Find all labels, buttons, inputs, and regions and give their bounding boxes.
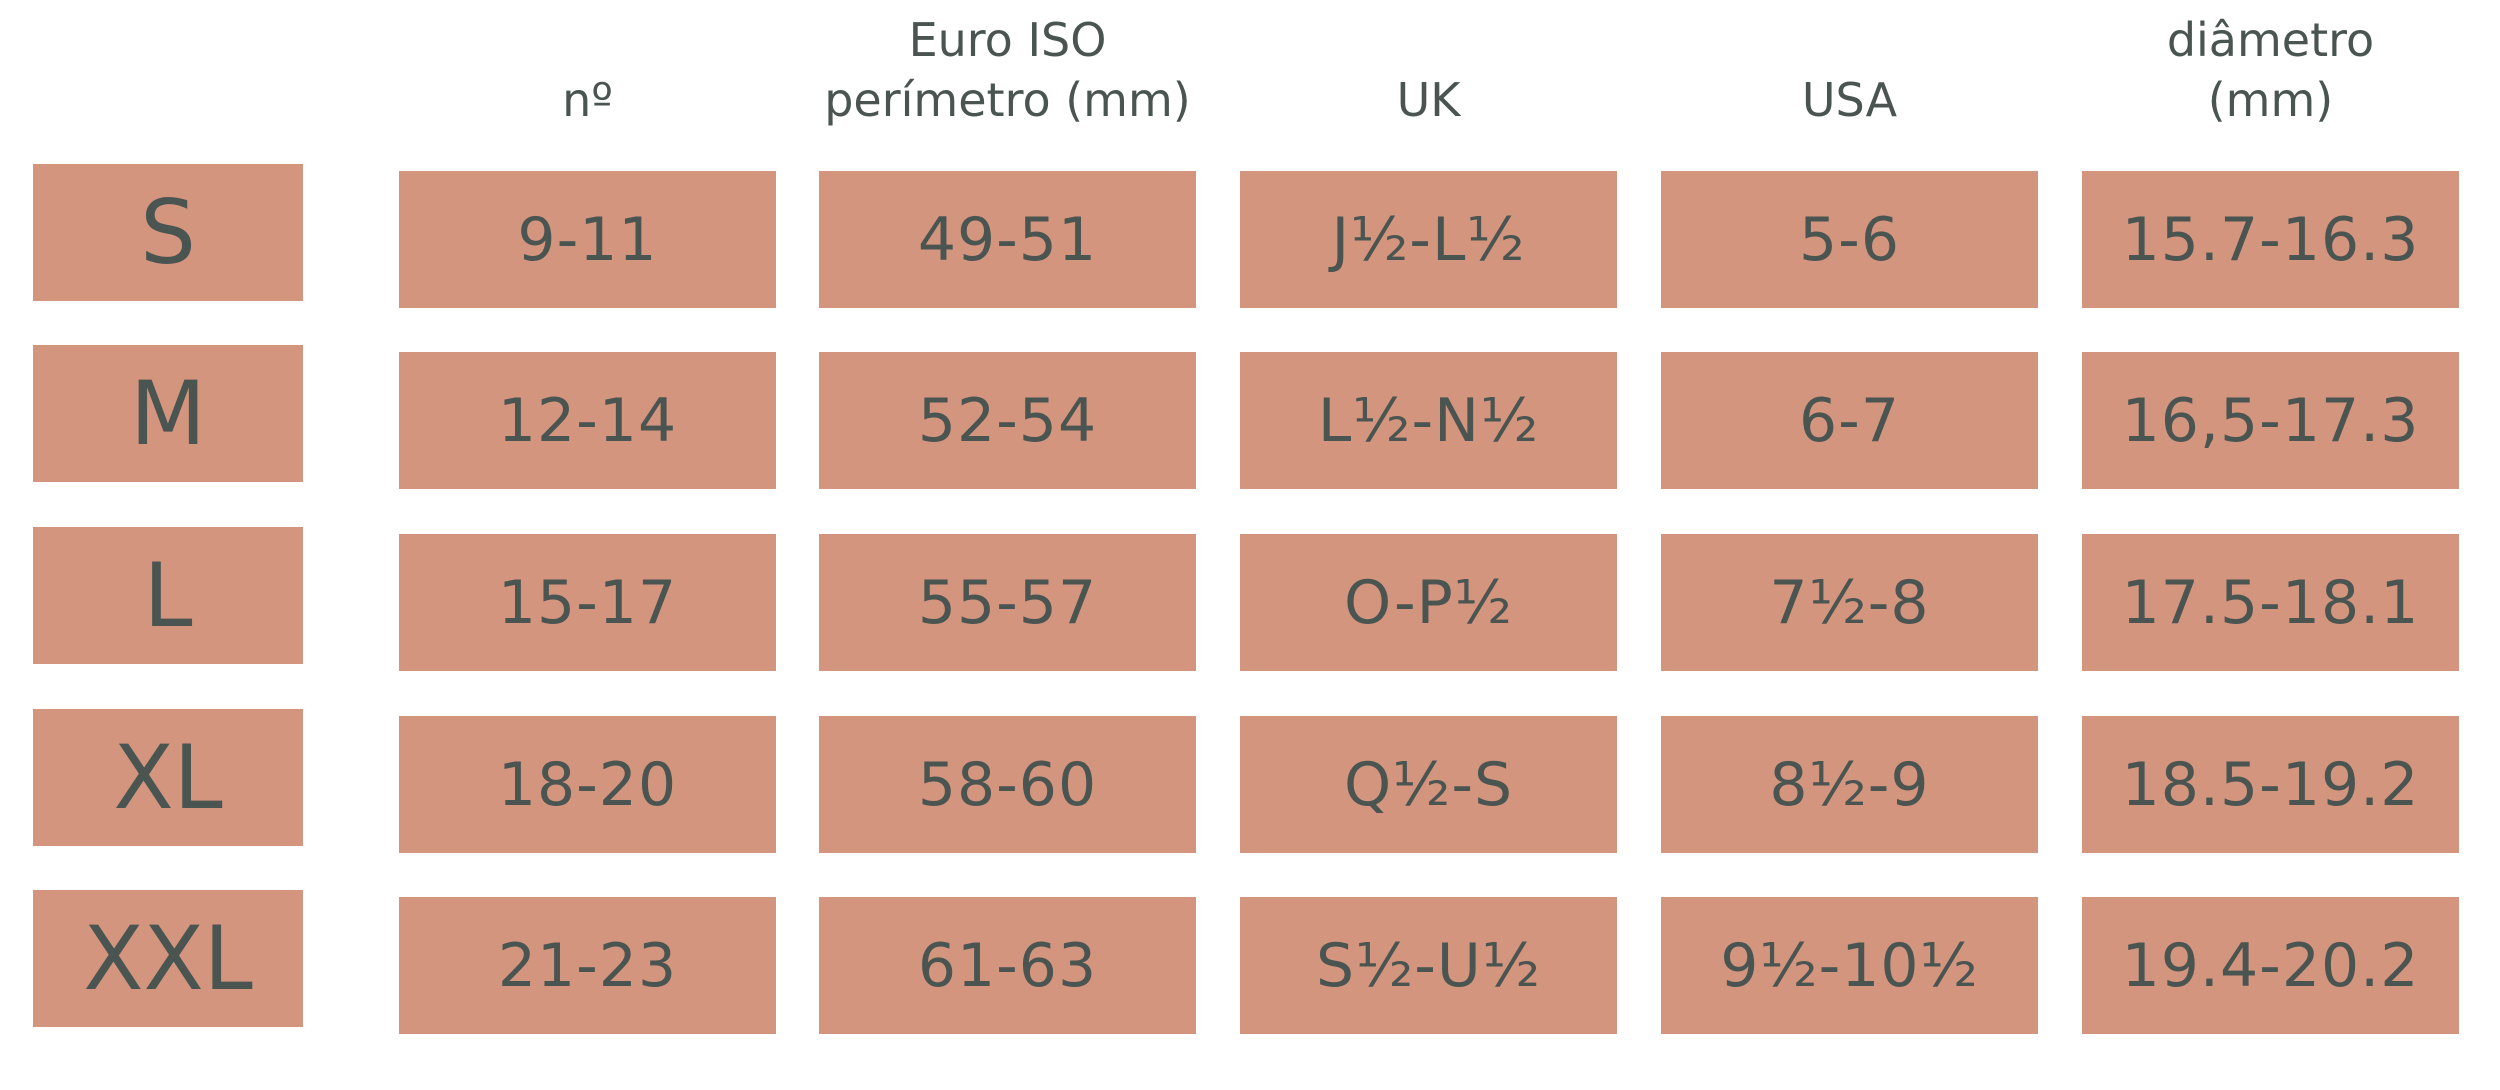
value-box: 7½-8: [1661, 534, 2038, 671]
value-text: 17.5-18.1: [2121, 567, 2420, 638]
value-text: 61-63: [917, 930, 1098, 1001]
value-box: 18.5-19.2: [2082, 716, 2459, 853]
value-text: O-P½: [1344, 567, 1513, 638]
value-text: 15.7-16.3: [2121, 204, 2420, 275]
value-text: 12-14: [497, 385, 678, 456]
value-text: 15-17: [497, 567, 678, 638]
value-box: 9-11: [399, 171, 776, 308]
value-box: 61-63: [819, 897, 1196, 1034]
header-line: diâmetro: [2166, 13, 2375, 67]
value-box: 16,5-17.3: [2082, 352, 2459, 489]
header-line: perímetro (mm): [824, 73, 1191, 127]
value-box: 15.7-16.3: [2082, 171, 2459, 308]
header-line: (mm): [2207, 73, 2334, 127]
header-line: UK: [1396, 73, 1461, 127]
size-label: XXL: [83, 907, 253, 1010]
header-line: Euro ISO: [908, 13, 1107, 67]
column-header: UK: [1240, 70, 1617, 130]
value-text: 49-51: [917, 204, 1098, 275]
value-box: Q½-S: [1240, 716, 1617, 853]
size-box: XXL: [33, 890, 303, 1027]
value-text: 55-57: [917, 567, 1098, 638]
value-text: Q½-S: [1343, 749, 1514, 820]
column-header: USA: [1661, 70, 2038, 130]
header-line: nº: [562, 73, 613, 127]
value-text: 9-11: [517, 204, 658, 275]
value-text: 7½-8: [1769, 567, 1930, 638]
value-box: O-P½: [1240, 534, 1617, 671]
value-text: 16,5-17.3: [2121, 385, 2420, 456]
value-text: 18-20: [497, 749, 678, 820]
column-header: Euro ISO perímetro (mm): [819, 10, 1196, 130]
value-box: 17.5-18.1: [2082, 534, 2459, 671]
size-box: XL: [33, 709, 303, 846]
header-line: USA: [1801, 73, 1898, 127]
value-box: 18-20: [399, 716, 776, 853]
value-text: 19.4-20.2: [2121, 930, 2420, 1001]
value-text: 58-60: [917, 749, 1098, 820]
value-box: L½-N½: [1240, 352, 1617, 489]
value-box: 52-54: [819, 352, 1196, 489]
value-box: 49-51: [819, 171, 1196, 308]
value-text: L½-N½: [1317, 385, 1540, 456]
value-text: S½-U½: [1316, 930, 1541, 1001]
size-box: M: [33, 345, 303, 482]
value-box: 8½-9: [1661, 716, 2038, 853]
column-header: diâmetro (mm): [2082, 10, 2459, 130]
value-box: 21-23: [399, 897, 776, 1034]
value-text: J½-L½: [1331, 204, 1526, 275]
size-label: M: [130, 362, 206, 465]
value-box: 12-14: [399, 352, 776, 489]
value-text: 5-6: [1799, 204, 1900, 275]
value-box: 15-17: [399, 534, 776, 671]
value-text: 6-7: [1799, 385, 1900, 456]
value-box: 58-60: [819, 716, 1196, 853]
size-box: S: [33, 164, 303, 301]
size-label: L: [143, 544, 193, 647]
value-box: 19.4-20.2: [2082, 897, 2459, 1034]
value-box: 5-6: [1661, 171, 2038, 308]
column-header: nº: [399, 70, 776, 130]
value-box: 55-57: [819, 534, 1196, 671]
size-label: XL: [113, 726, 223, 829]
value-box: S½-U½: [1240, 897, 1617, 1034]
value-text: 18.5-19.2: [2121, 749, 2420, 820]
value-box: 6-7: [1661, 352, 2038, 489]
value-text: 52-54: [917, 385, 1098, 456]
size-label: S: [140, 181, 196, 284]
value-box: J½-L½: [1240, 171, 1617, 308]
value-text: 21-23: [497, 930, 678, 1001]
value-box: 9½-10½: [1661, 897, 2038, 1034]
value-text: 9½-10½: [1720, 930, 1979, 1001]
value-text: 8½-9: [1769, 749, 1930, 820]
size-box: L: [33, 527, 303, 664]
